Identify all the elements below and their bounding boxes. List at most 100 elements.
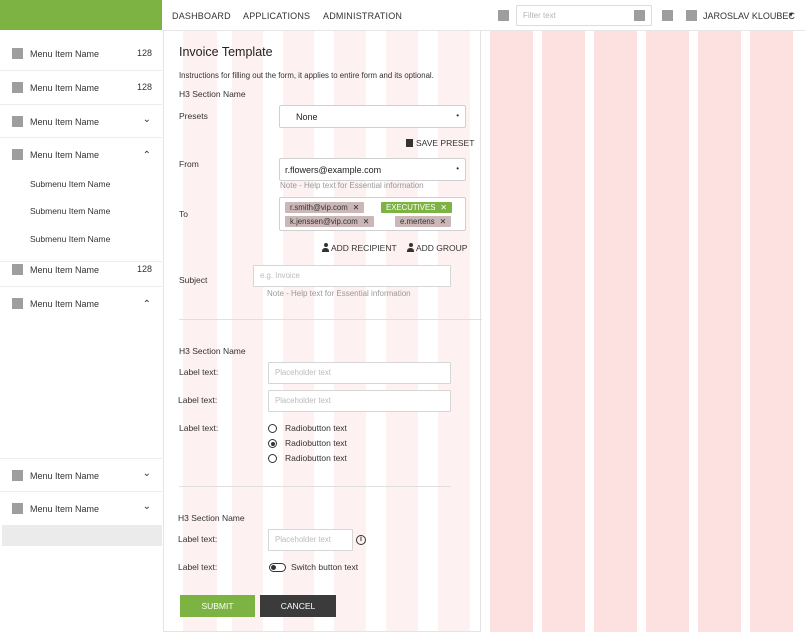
menu-item-icon	[12, 470, 23, 481]
group-tag: EXECUTIVES ✕	[381, 202, 452, 213]
sidebar-item-5[interactable]: Menu Item Name 128	[0, 253, 162, 287]
grid-column	[646, 31, 689, 632]
subject-help-text: Note - Help text for Essential informati…	[267, 289, 411, 298]
save-icon	[406, 139, 413, 147]
field-label: Label text:	[178, 562, 218, 572]
text-input[interactable]	[275, 535, 349, 544]
add-recipient-label: ADD RECIPIENT	[331, 243, 397, 253]
add-group-label: ADD GROUP	[416, 243, 468, 253]
section-heading: H3 Section Name	[179, 89, 246, 99]
sidebar-item-count: 128	[136, 264, 152, 274]
page-title: Invoice Template	[179, 45, 273, 59]
user-name[interactable]: JAROSLAV KLOUBEC	[703, 11, 795, 21]
from-label: From	[179, 159, 199, 169]
field-label: Label text:	[179, 423, 219, 433]
remove-tag-icon[interactable]: ✕	[439, 217, 447, 226]
group-icon	[407, 243, 414, 252]
save-preset-button[interactable]: SAVE PRESET	[406, 138, 474, 148]
submenu-item[interactable]: Submenu Item Name	[30, 179, 111, 189]
sidebar-item-7[interactable]: Menu Item Name ⌄	[0, 458, 162, 492]
text-field	[268, 390, 451, 412]
filter-input[interactable]	[523, 9, 633, 22]
recipient-tag: e.mertens ✕	[395, 216, 452, 227]
brand-block	[0, 0, 162, 30]
recipient-tag: k.jenssen@vip.com ✕	[285, 216, 375, 227]
presets-label: Presets	[179, 111, 208, 121]
recipients-field[interactable]: r.smith@vip.com ✕ EXECUTIVES ✕ k.jenssen@v…	[279, 197, 466, 231]
sidebar-item-1[interactable]: Menu Item Name 128	[0, 37, 162, 71]
add-group-button[interactable]: ADD GROUP	[407, 243, 467, 253]
presets-select[interactable]: None •	[279, 105, 466, 128]
sidebar-item-label: Menu Item Name	[30, 265, 100, 275]
user-menu-chevron-icon[interactable]: ▾	[789, 10, 794, 19]
remove-tag-icon[interactable]: ✕	[362, 217, 370, 226]
short-text-field	[268, 529, 353, 551]
chevron-up-icon[interactable]: ⌃	[142, 299, 151, 310]
notification-icon[interactable]	[662, 10, 673, 21]
menu-item-icon	[12, 48, 23, 59]
sidebar-item-4[interactable]: Menu Item Name ⌃ Submenu Item Name Subme…	[0, 138, 162, 262]
grid-column	[542, 31, 585, 632]
radio-label: Radiobutton text	[285, 438, 347, 448]
menu-item-icon	[12, 116, 23, 127]
invoice-form-panel: Invoice Template Instructions for fillin…	[163, 31, 482, 632]
sidebar-item-label: Menu Item Name	[30, 83, 100, 93]
section-divider	[179, 319, 482, 320]
field-label: Label text:	[178, 534, 218, 544]
add-recipient-button[interactable]: ADD RECIPIENT	[322, 243, 397, 253]
submenu-item[interactable]: Submenu Item Name	[30, 234, 111, 244]
field-label: Label text:	[178, 395, 218, 405]
chevron-up-icon[interactable]: ⌃	[142, 150, 151, 161]
toggle-switch[interactable]	[269, 563, 286, 572]
grid-column	[594, 31, 637, 632]
remove-tag-icon[interactable]: ✕	[352, 203, 360, 212]
sidebar-item-6[interactable]: Menu Item Name ⌃	[0, 287, 162, 321]
select-arrow-icon: •	[456, 164, 459, 173]
subject-field	[253, 265, 451, 287]
radio-button[interactable]	[268, 424, 277, 433]
presets-value: None	[296, 112, 318, 122]
filter-search-icon[interactable]	[634, 10, 645, 21]
sidebar-item-label: Menu Item Name	[30, 49, 100, 59]
chevron-down-icon[interactable]: ⌄	[142, 468, 151, 479]
menu-item-icon	[12, 149, 23, 160]
submit-button[interactable]: SUBMIT	[180, 595, 255, 617]
sidebar-item-count: 128	[136, 48, 152, 58]
sidebar-item-3[interactable]: Menu Item Name ⌄	[0, 105, 162, 138]
nav-dashboard[interactable]: DASHBOARD	[172, 11, 231, 21]
form-instructions: Instructions for filling out the form, i…	[179, 71, 434, 80]
chevron-down-icon[interactable]: ⌄	[142, 114, 151, 125]
section-divider	[179, 486, 451, 487]
sidebar-item-8[interactable]: Menu Item Name ⌄	[0, 492, 162, 525]
text-input[interactable]	[275, 396, 435, 405]
from-select[interactable]: r.flowers@example.com •	[279, 158, 466, 181]
remove-tag-icon[interactable]: ✕	[440, 203, 447, 212]
radio-button-selected[interactable]	[268, 439, 277, 448]
from-value: r.flowers@example.com	[285, 165, 382, 175]
chevron-down-icon[interactable]: ⌄	[142, 501, 151, 512]
sidebar-item-label: Menu Item Name	[30, 504, 100, 514]
info-icon[interactable]: i	[356, 535, 366, 545]
radio-label: Radiobutton text	[285, 453, 347, 463]
text-input[interactable]	[275, 368, 435, 377]
text-field	[268, 362, 451, 384]
grid-column	[698, 31, 741, 632]
sidebar-footer	[2, 525, 162, 546]
radio-label: Radiobutton text	[285, 423, 347, 433]
sidebar-item-label: Menu Item Name	[30, 150, 100, 160]
sidebar-item-label: Menu Item Name	[30, 117, 100, 127]
cancel-button[interactable]: CANCEL	[260, 595, 336, 617]
submenu-item[interactable]: Submenu Item Name	[30, 206, 111, 216]
filter-field	[516, 5, 652, 26]
nav-action-icon[interactable]	[498, 10, 509, 21]
menu-item-icon	[12, 503, 23, 514]
switch-label: Switch button text	[291, 562, 359, 572]
nav-applications[interactable]: APPLICATIONS	[243, 11, 311, 21]
menu-item-icon	[12, 82, 23, 93]
radio-button[interactable]	[268, 454, 277, 463]
nav-administration[interactable]: ADMINISTRATION	[323, 11, 403, 21]
sidebar-item-2[interactable]: Menu Item Name 128	[0, 71, 162, 105]
top-navigation: DASHBOARD APPLICATIONS ADMINISTRATION JA…	[162, 0, 805, 31]
subject-input[interactable]	[260, 271, 420, 280]
user-avatar-icon	[686, 10, 697, 21]
